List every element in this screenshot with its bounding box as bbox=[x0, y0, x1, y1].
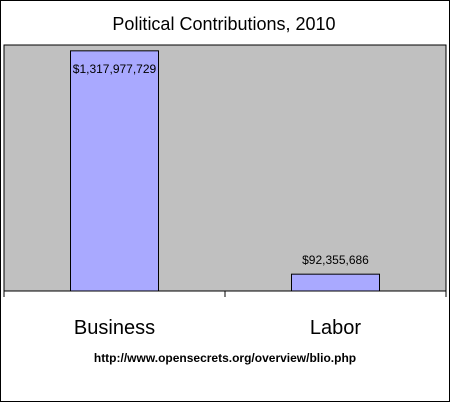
bar-labor bbox=[291, 273, 380, 292]
data-label-business: $1,317,977,729 bbox=[73, 62, 157, 76]
tick-label-labor: Labor bbox=[310, 317, 361, 339]
bar-business bbox=[70, 50, 159, 292]
tick-label-business: Business bbox=[74, 317, 155, 339]
data-label-labor: $92,355,686 bbox=[302, 253, 369, 267]
source-url: http://www.opensecrets.org/overview/blio… bbox=[93, 351, 357, 365]
chart-title: Political Contributions, 2010 bbox=[112, 14, 336, 34]
